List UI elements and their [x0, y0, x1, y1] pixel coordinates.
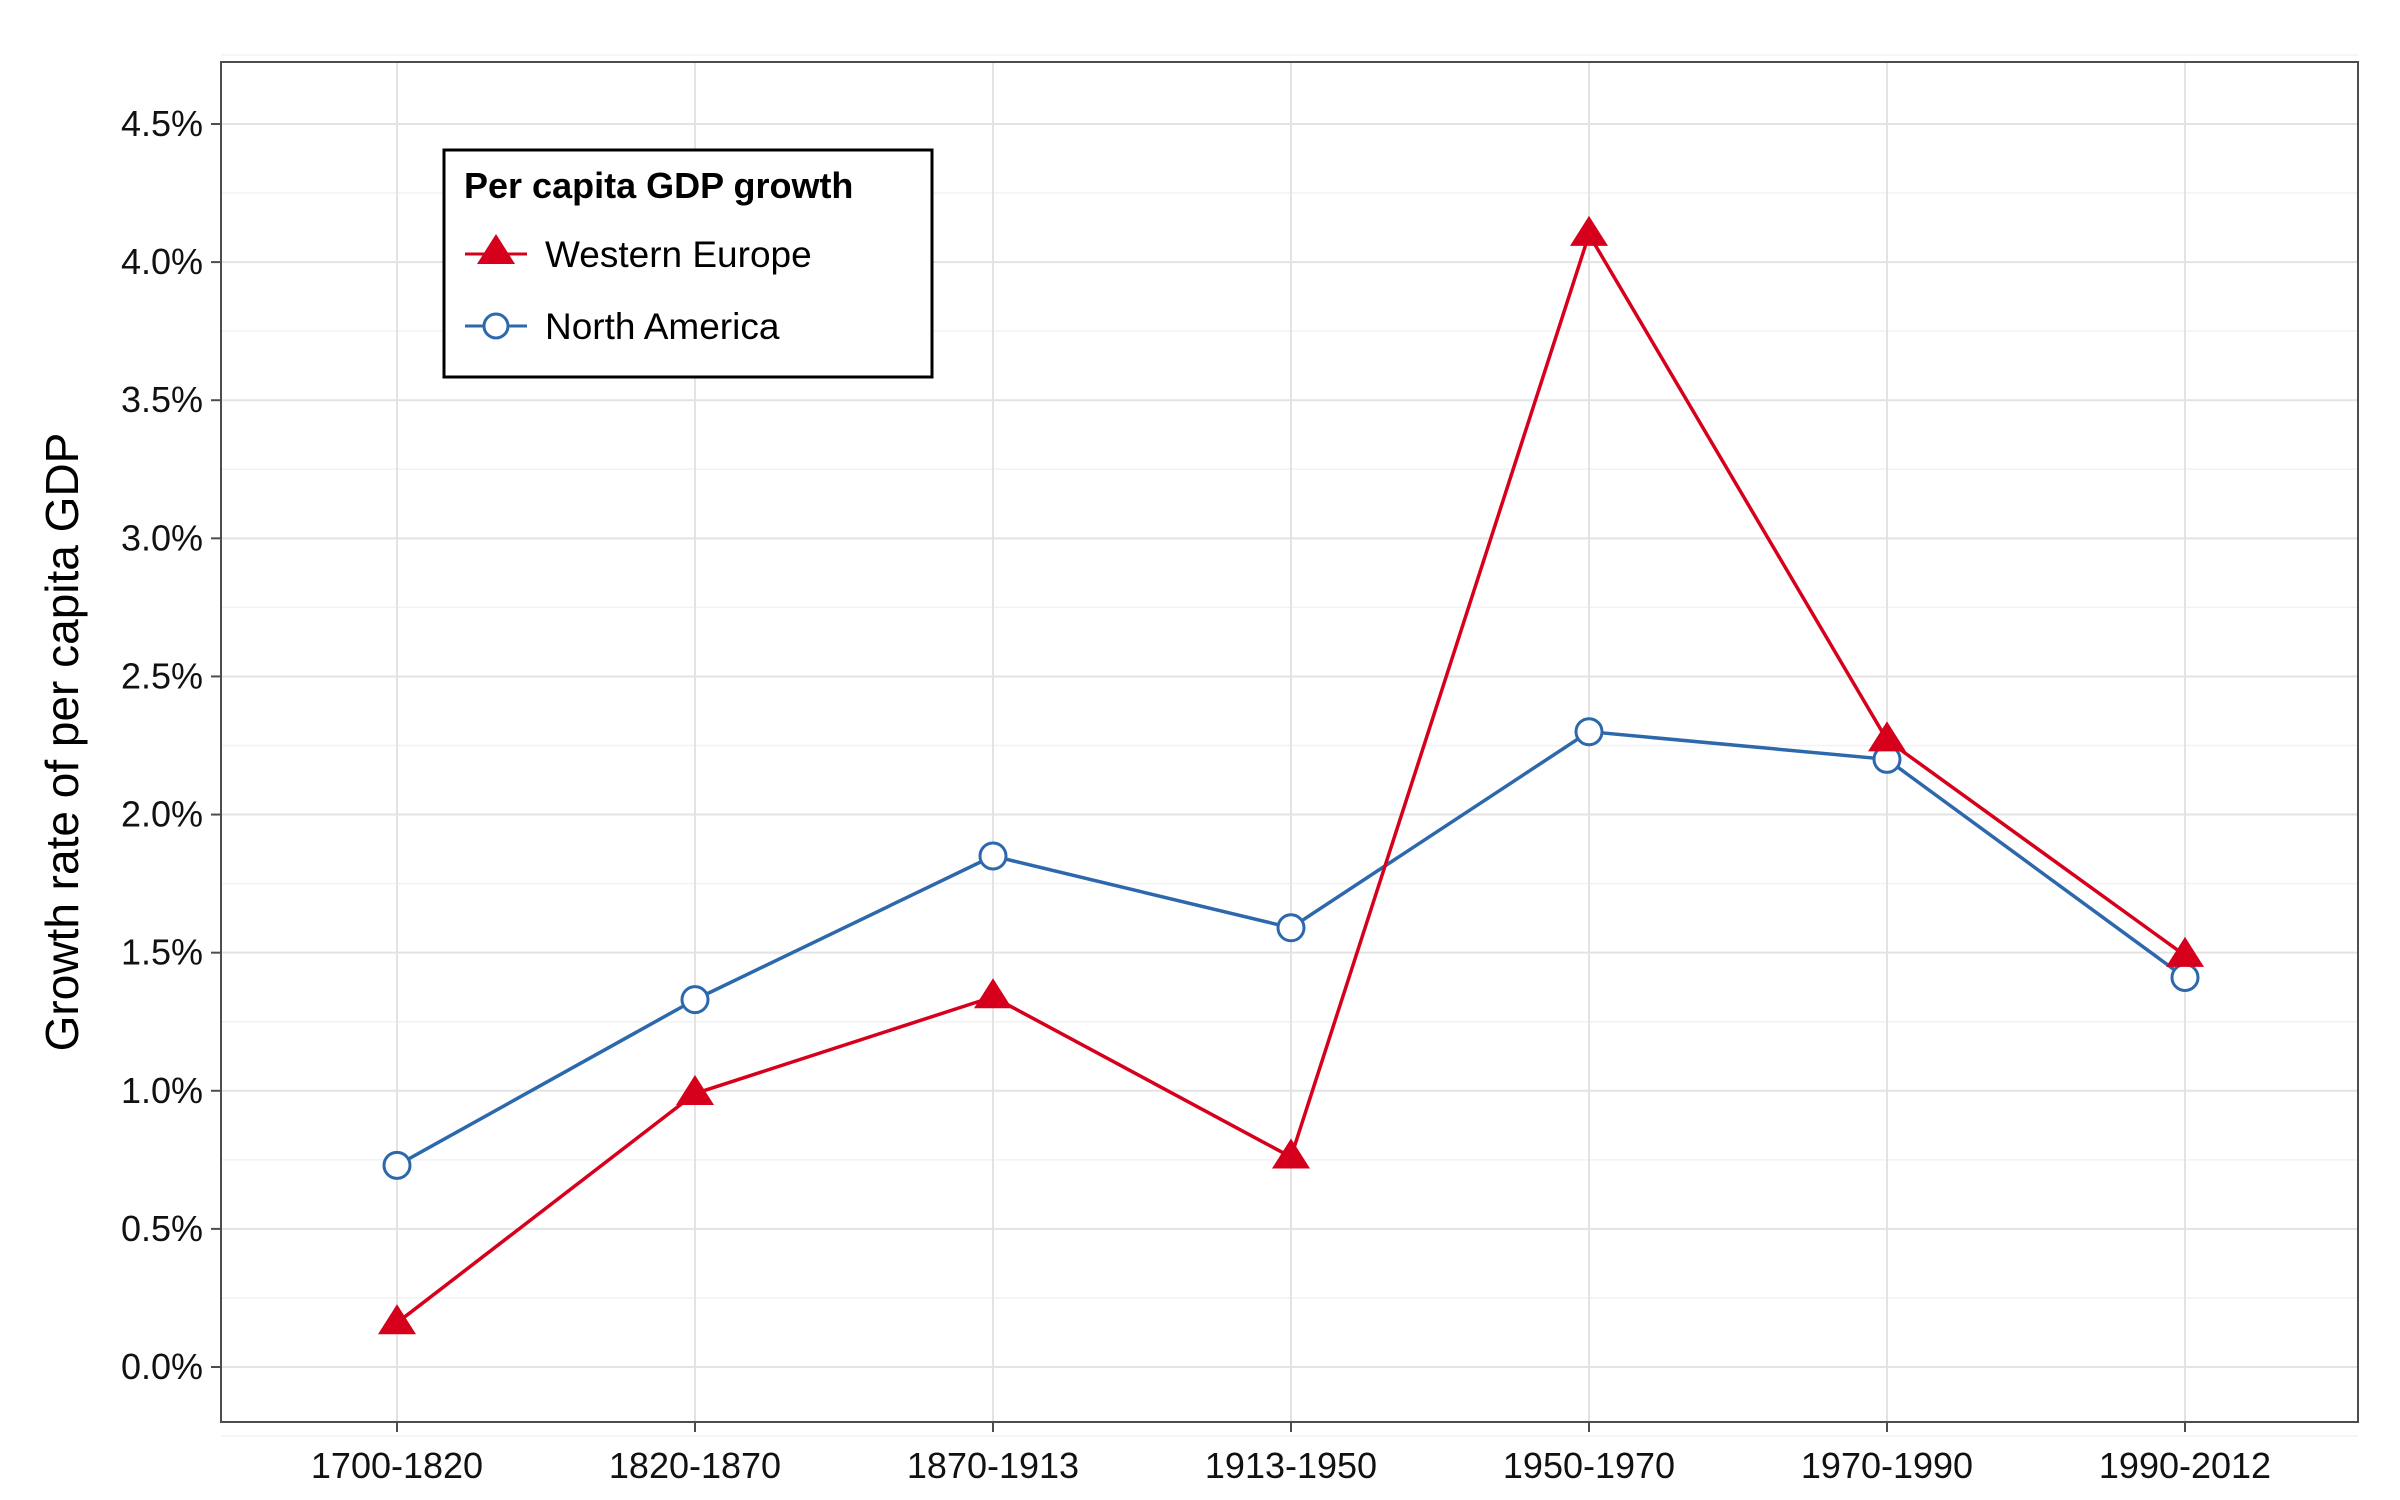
x-tick-label: 1990-2012: [2099, 1445, 2271, 1486]
legend-item-north-america: North America: [465, 306, 780, 347]
point-western-europe: [676, 1074, 714, 1105]
series-layer: [378, 215, 2204, 1335]
x-tick-label: 1870-1913: [907, 1445, 1079, 1486]
x-tick-label: 1950-1970: [1503, 1445, 1675, 1486]
y-tick-label: 3.0%: [121, 517, 203, 558]
series-western-europe: [378, 215, 2204, 1335]
y-tick-label: 0.0%: [121, 1346, 203, 1387]
x-tick-label: 1913-1950: [1205, 1445, 1377, 1486]
legend-circle-icon: [482, 312, 510, 340]
x-tick-label: 1700-1820: [311, 1445, 483, 1486]
y-tick-label: 4.0%: [121, 241, 203, 282]
point-north-america: [680, 985, 710, 1015]
point-western-europe: [1570, 215, 1608, 246]
x-axis: 1700-1820 1820-1870 1870-1913 1913-1950 1950…: [311, 1422, 2271, 1486]
major-gridlines: [221, 62, 2358, 1422]
y-axis-title: Growth rate of per capita GDP: [36, 433, 88, 1052]
y-tick-label: 1.5%: [121, 932, 203, 973]
point-north-america: [1574, 717, 1604, 747]
x-tick-label: 1820-1870: [609, 1445, 781, 1486]
y-tick-label: 0.5%: [121, 1208, 203, 1249]
y-axis: 0.0% 0.5% 1.0% 1.5% 2.0% 2.5% 3.0% 3.5% 4.0% 4.5%: [121, 103, 221, 1387]
point-north-america: [978, 841, 1008, 871]
y-tick-label: 2.0%: [121, 794, 203, 835]
legend-title: Per capita GDP growth: [464, 165, 853, 206]
plot-border: [220, 61, 2359, 1423]
y-tick-label: 3.5%: [121, 379, 203, 420]
point-north-america: [1276, 913, 1306, 943]
point-western-europe: [1868, 721, 1906, 752]
x-tick-label: 1970-1990: [1801, 1445, 1973, 1486]
legend-label-western-europe: Western Europe: [545, 234, 812, 275]
point-western-europe: [974, 978, 1012, 1009]
y-tick-label: 1.0%: [121, 1070, 203, 1111]
legend-box: [442, 148, 934, 379]
y-tick-label: 4.5%: [121, 103, 203, 144]
point-western-europe: [378, 1304, 416, 1335]
legend-item-western-europe: Western Europe: [465, 234, 812, 275]
y-tick-label: 2.5%: [121, 655, 203, 696]
point-western-europe: [1272, 1138, 1310, 1169]
legend: Per capita GDP growth Western Europe Nor…: [442, 148, 934, 379]
legend-triangle-icon: [477, 234, 515, 264]
point-western-europe: [2166, 936, 2204, 967]
point-north-america: [2170, 963, 2200, 993]
legend-label-north-america: North America: [545, 306, 780, 347]
series-north-america: [382, 717, 2200, 1180]
point-north-america: [382, 1150, 412, 1180]
